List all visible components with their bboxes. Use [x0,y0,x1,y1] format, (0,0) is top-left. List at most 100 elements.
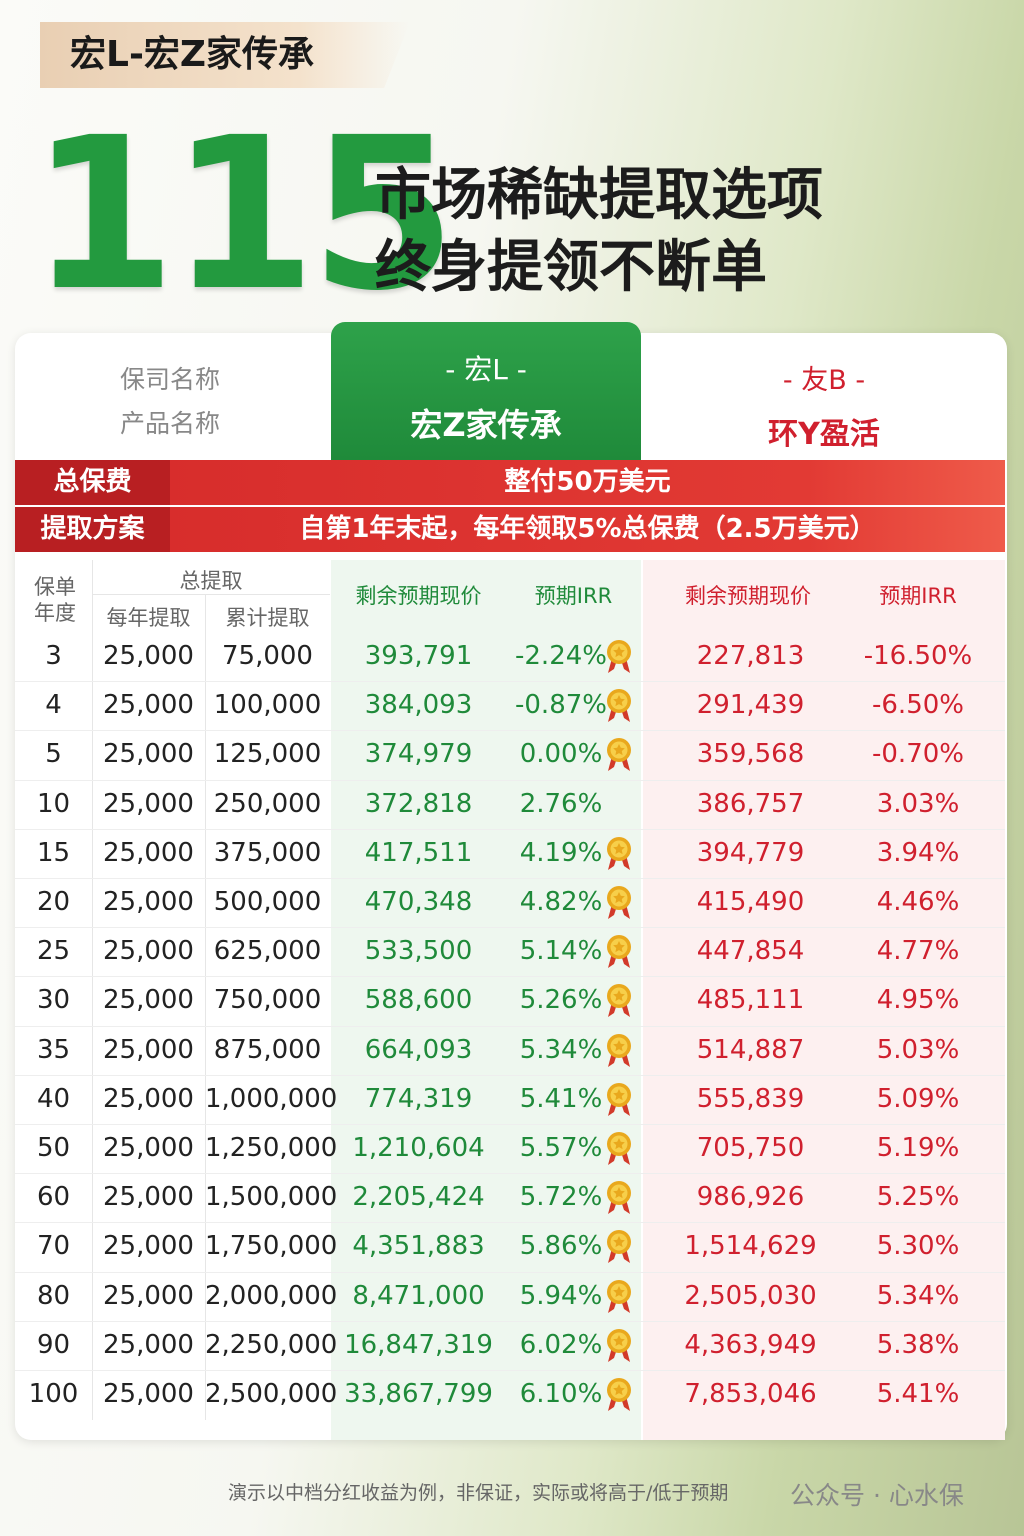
banner-text: 自第1年末起，每年领取5%总保费（2.5万美元） [299,514,876,544]
cell: 25,000 [103,1034,194,1065]
cell: 80 [36,1280,71,1311]
footnote: 演示以中档分红收益为例，非保证，实际或将高于/低于预期 [228,1482,729,1504]
cell: 485,111 [696,985,805,1016]
cell: 470,348 [364,887,473,917]
cell: 30 [36,985,71,1016]
cell: 10 [36,788,71,819]
cell: 5.41% [876,1379,960,1409]
medal [604,835,634,871]
cell: 16,847,319 [344,1329,493,1360]
medal [604,982,634,1018]
cell: 588,600 [364,985,473,1016]
company: - 宏L - [445,353,527,386]
cell: 1,500,000 [205,1182,338,1213]
cell: 393,791 [364,641,473,671]
medal [604,1278,634,1314]
cell: 533,500 [364,936,473,967]
cell: 5.41% [519,1083,603,1114]
cell: 5.19% [876,1133,960,1163]
cell: 40 [36,1083,71,1114]
cell: 5.25% [876,1182,960,1213]
cell: 5.72% [519,1182,603,1213]
cell: 5.34% [519,1034,603,1065]
cell: 625,000 [213,936,322,967]
medal [604,933,634,969]
cell: 1,750,000 [205,1231,338,1262]
row-divider [15,1173,1005,1175]
header: 总提取 [179,569,243,593]
cell: 125,000 [213,739,322,770]
cell: -0.87% [515,690,607,721]
cell: 6.10% [519,1379,603,1409]
cell: 415,490 [696,887,805,917]
cell: 5.94% [519,1280,603,1311]
cell: 1,514,629 [684,1231,817,1262]
cell: 100 [28,1379,79,1409]
header: 保单 [34,575,76,599]
cell: 2,250,000 [205,1329,338,1360]
cell: 4.46% [876,887,960,917]
cell: 75,000 [222,641,313,671]
cell: 372,818 [364,788,473,819]
medal [604,1376,634,1412]
cell: 1,000,000 [205,1083,338,1114]
banner-text: 整付50万美元 [504,467,671,497]
cell: 25,000 [103,837,194,868]
label: 保司名称 [119,365,220,394]
cell: 2,000,000 [205,1280,338,1311]
cell: 514,887 [696,1034,805,1065]
row-divider [15,730,1005,732]
cell: 4 [45,690,62,721]
cell: 5.57% [519,1133,603,1163]
headline: 市场稀缺提取选项 [375,163,823,228]
row-divider [15,1370,1005,1371]
cell: 25,000 [103,1379,194,1409]
cell: 227,813 [696,641,805,671]
cell: 375,000 [213,837,322,868]
cell: 3 [45,641,62,671]
cell: 2,500,000 [205,1379,338,1409]
cell: 25,000 [103,1231,194,1262]
cell: 5.34% [876,1280,960,1311]
label: 产品名称 [119,409,220,438]
cell: 25 [36,936,71,967]
row-divider [15,1124,1005,1125]
cell: 664,093 [364,1034,473,1065]
banner: 提取方案 自第1年末起，每年领取5%总保费（2.5万美元） [15,507,1005,552]
tab-a: - 宏L - 宏Z家传承 [331,322,641,460]
header-year: 保单 年度 [15,574,95,626]
cell: 25,000 [103,1182,194,1213]
cell: 15 [36,837,71,868]
cell: 291,439 [696,690,805,721]
cell: 250,000 [213,788,322,819]
cell: -0.70% [872,739,964,770]
header: 每年提取 [106,606,191,630]
cell: 774,319 [364,1083,473,1114]
company: - 友B - [782,365,866,396]
cell: -6.50% [872,690,964,721]
cell: 5.14% [519,936,603,967]
header: 累计提取 [225,606,310,630]
cell: 4.95% [876,985,960,1016]
header: 预期IRR [879,584,957,608]
cell: 384,093 [364,690,473,721]
medal [604,1327,634,1363]
cell: 386,757 [696,788,805,819]
cell: 2,205,424 [352,1182,485,1213]
row-divider [15,1222,1005,1224]
cell: 25,000 [103,1329,194,1360]
cell: 4.19% [519,837,603,868]
headline: 终身提领不断单 [375,235,767,300]
row-divider [15,1074,1005,1076]
cell: 25,000 [103,1083,194,1114]
cell: 4,363,949 [684,1329,817,1360]
cell: 25,000 [103,887,194,917]
watermark: 公众号 · 心水保 [790,1481,964,1510]
cell: 25,000 [103,641,194,671]
divider [205,594,206,1420]
cell: 5.03% [876,1034,960,1065]
cell: 50 [36,1133,71,1163]
cell: 875,000 [213,1034,322,1065]
cell: 25,000 [103,690,194,721]
